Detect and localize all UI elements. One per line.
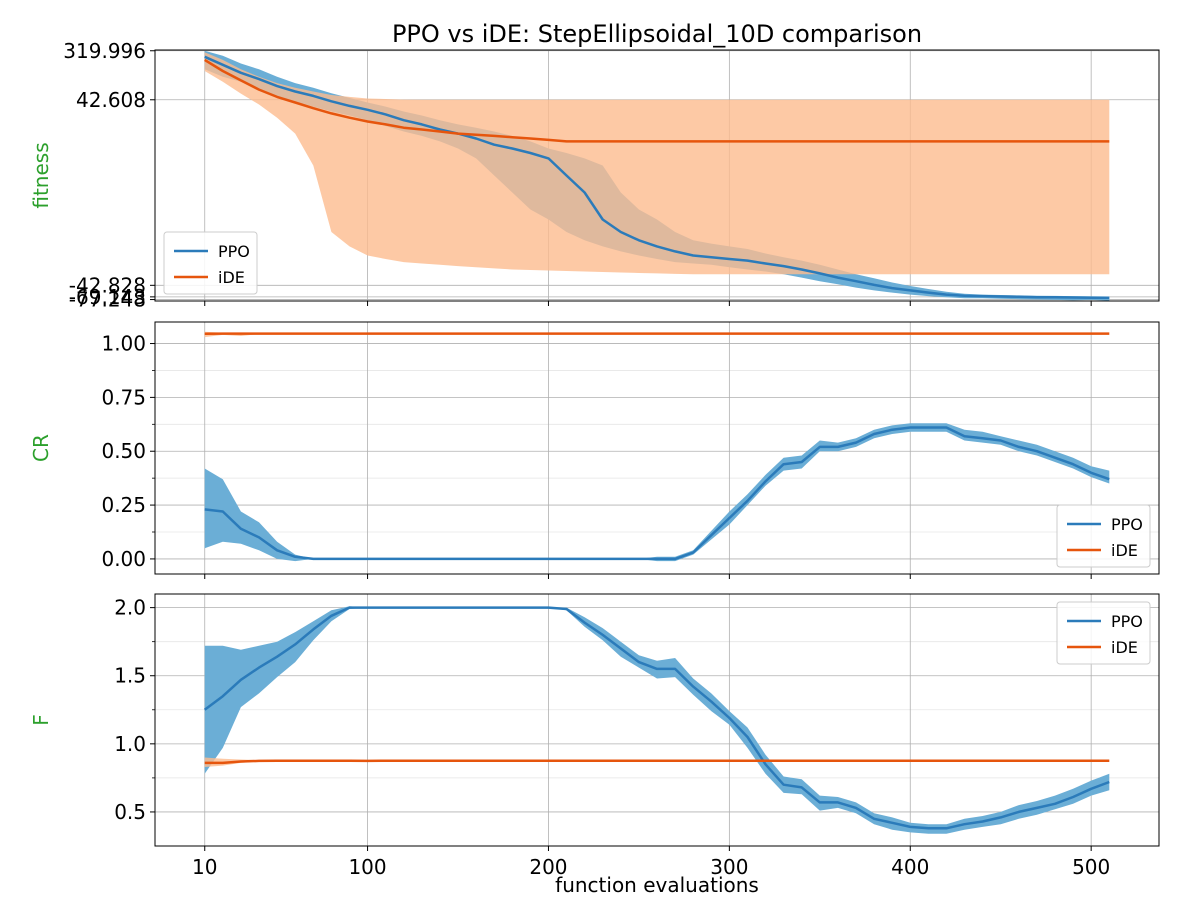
chart-title: PPO vs iDE: StepEllipsoidal_10D comparis… <box>392 20 922 48</box>
y-tick-label: 1.0 <box>114 732 146 756</box>
x-tick-label: 400 <box>891 855 929 879</box>
legend: PPO iDE <box>163 231 258 295</box>
ide-line <box>204 759 1110 765</box>
y-tick-label: -42.828 <box>69 273 146 297</box>
panel-1: 0.00 0.25 0.50 0.75 1.00 CR PPO iDE <box>29 321 1160 579</box>
legend-box <box>1056 504 1151 568</box>
y-tick-label: 0.25 <box>101 493 146 517</box>
axes-frame <box>154 321 1160 575</box>
legend: PPO iDE <box>1056 504 1151 568</box>
ide-line <box>204 58 1110 143</box>
axes-frame <box>154 49 1160 302</box>
y-tick-label: 1.5 <box>114 664 146 688</box>
axes-frame <box>154 593 1160 847</box>
y-tick-label: 0.5 <box>114 800 146 824</box>
x-tick-label: 300 <box>710 855 748 879</box>
legend-label-ide: iDE <box>218 268 245 287</box>
legend-label-ppo: PPO <box>218 242 250 261</box>
legend-label-ppo: PPO <box>1111 515 1143 534</box>
ppo-band <box>204 606 1110 834</box>
y-tick-label: 319.996 <box>63 39 146 63</box>
legend-label-ppo: PPO <box>1111 612 1143 631</box>
plot-area <box>204 331 1110 562</box>
ppo-line <box>203 606 1110 830</box>
x-tick-label: 10 <box>192 855 217 879</box>
ppo-line <box>204 426 1110 561</box>
ide-band <box>204 757 1110 767</box>
y-tick-label: 1.00 <box>101 332 146 356</box>
y-axis-label: fitness <box>29 142 53 208</box>
plot-area <box>204 50 1110 301</box>
legend-label-ide: iDE <box>1111 541 1138 560</box>
ide-band <box>204 52 1110 275</box>
ppo-line <box>204 55 1110 300</box>
legend-box <box>1056 601 1151 665</box>
legend-label-ide: iDE <box>1111 638 1138 657</box>
panel-2: 0.5 1.0 1.5 2.0 10 100 200 300 400 500 F PPO iDE <box>29 593 1160 879</box>
y-tick-label: 2.0 <box>114 596 146 620</box>
x-tick-label: 200 <box>529 855 567 879</box>
y-tick-label: 0.50 <box>101 439 146 463</box>
x-axis-label: function evaluations <box>555 873 759 897</box>
legend: PPO iDE <box>1056 601 1151 665</box>
x-tick-label: 100 <box>348 855 386 879</box>
panels: 319.996 42.608 -42.828-69.143-77.248 fitnes… <box>29 39 1160 879</box>
x-tick-label: 500 <box>1072 855 1110 879</box>
y-tick-label: 0.75 <box>101 385 146 409</box>
y-tick-label: -77.248 <box>69 288 146 312</box>
ppo-band <box>204 423 1110 562</box>
y-tick-label: 42.608 <box>76 88 146 112</box>
panel-0: 319.996 42.608 -42.828-69.143-77.248 fitnes… <box>29 39 1160 312</box>
y-tick-label: 0.00 <box>101 547 146 571</box>
plot-area <box>203 606 1110 834</box>
y-tick-label: -69.143 <box>69 285 146 309</box>
legend-box <box>163 231 258 295</box>
y-axis-label: CR <box>29 434 53 462</box>
y-axis-label: F <box>29 714 53 726</box>
